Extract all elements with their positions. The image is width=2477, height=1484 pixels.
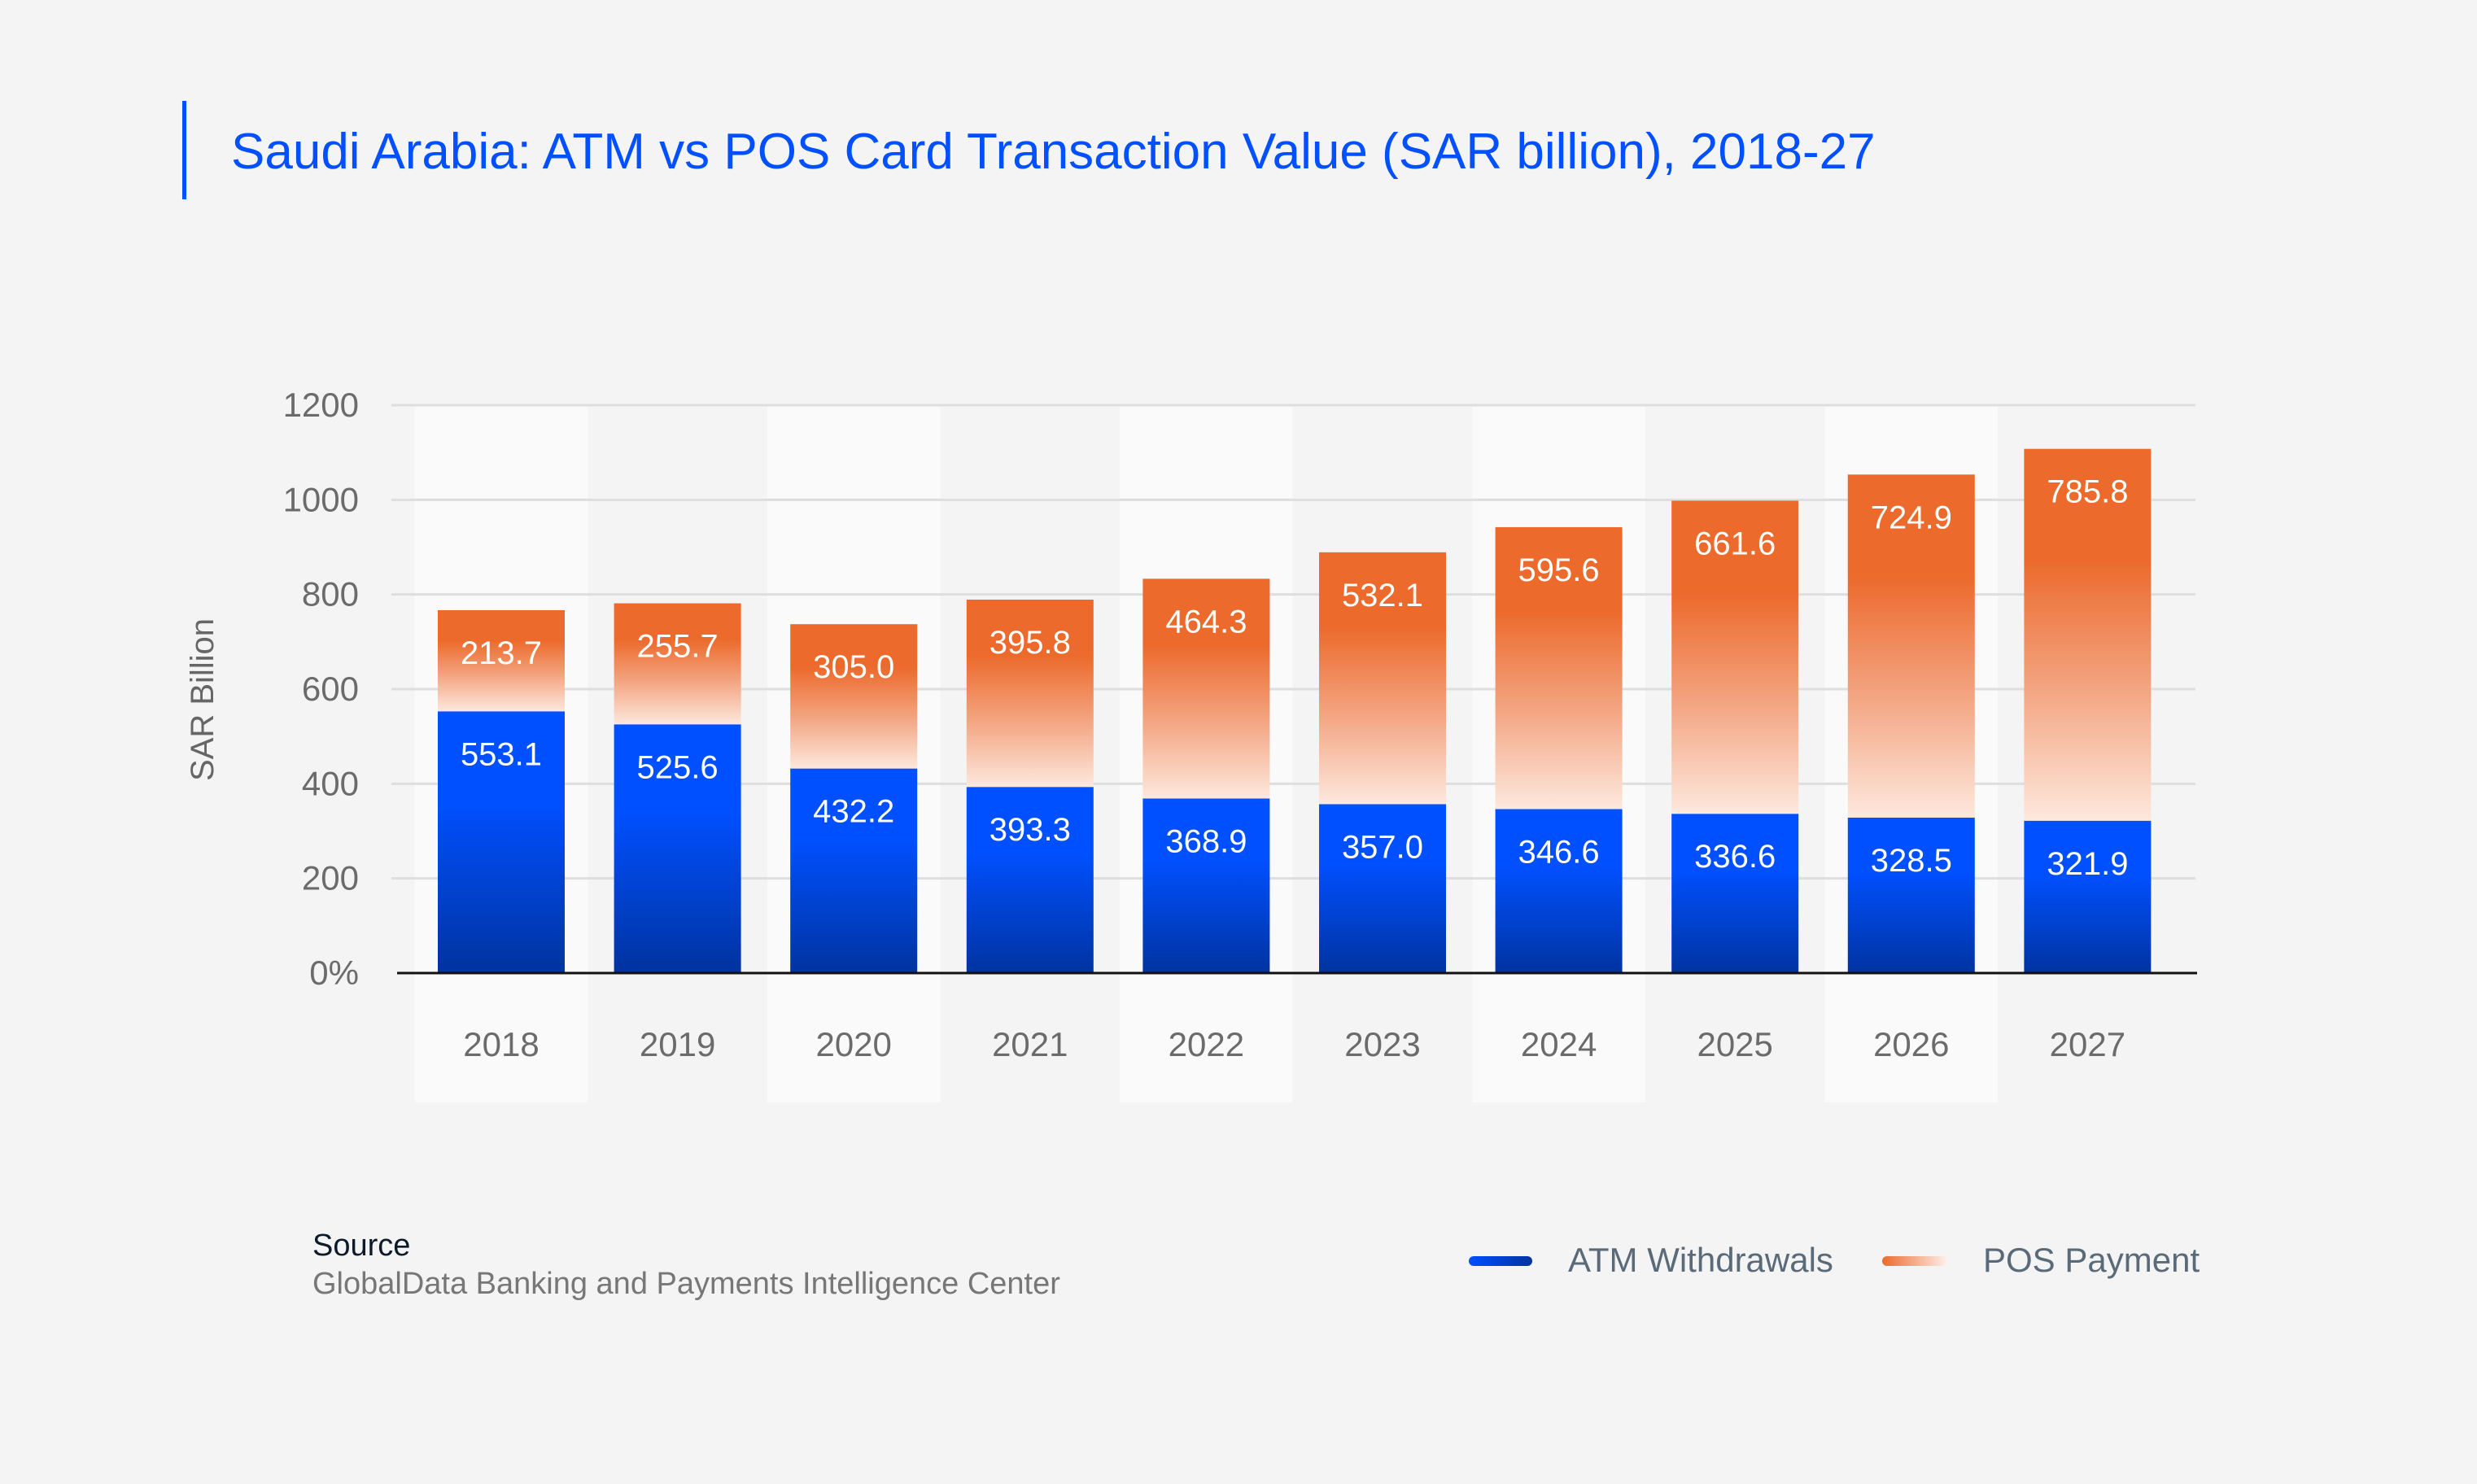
legend-swatch-atm — [1469, 1256, 1532, 1266]
source-heading: Source — [312, 1229, 410, 1263]
data-label-pos: 395.8 — [989, 625, 1071, 661]
bar-pos-payment — [2024, 448, 2152, 821]
bar-atm-withdrawals — [438, 711, 565, 973]
bar-pos-payment — [1142, 578, 1270, 799]
x-tick-label: 2027 — [2050, 1025, 2125, 1063]
y-tick-label: 0% — [309, 954, 359, 992]
bar-pos-payment — [1319, 552, 1446, 805]
legend-label-pos: POS Payment — [1983, 1241, 2200, 1279]
bar-atm-withdrawals — [1142, 798, 1270, 973]
x-axis-ticks: 2018 2019 2020 2021 2022 2023 2024 2025 2026 2027 — [463, 1025, 2125, 1063]
bar-atm-withdrawals — [1495, 809, 1623, 973]
bar-atm-withdrawals — [2024, 820, 2152, 973]
y-tick-label: 200 — [302, 859, 359, 897]
title-accent-bar — [182, 101, 186, 199]
data-label-atm: 553.1 — [461, 736, 542, 772]
y-tick-label: 800 — [302, 575, 359, 613]
data-label-atm: 368.9 — [1165, 823, 1247, 859]
x-tick-label: 2021 — [992, 1025, 1068, 1063]
bar-pos-payment — [614, 603, 741, 725]
data-label-pos: 213.7 — [461, 635, 542, 671]
y-tick-label: 1000 — [283, 480, 359, 518]
bar-pos-payment — [1495, 526, 1623, 810]
data-label-pos: 305.0 — [813, 649, 894, 685]
x-tick-label: 2023 — [1344, 1025, 1420, 1063]
data-label-atm: 328.5 — [1871, 843, 1952, 879]
bar-atm-withdrawals — [1319, 804, 1446, 973]
data-label-pos: 532.1 — [1342, 578, 1423, 613]
data-label-pos: 464.3 — [1165, 604, 1247, 639]
legend: ATM Withdrawals POS Payment — [1469, 1241, 2200, 1279]
data-label-pos: 785.8 — [2047, 474, 2128, 510]
bar-atm-withdrawals — [614, 724, 741, 973]
data-label-atm: 393.3 — [989, 812, 1071, 848]
x-tick-label: 2020 — [815, 1025, 891, 1063]
x-tick-label: 2019 — [640, 1025, 715, 1063]
data-label-atm: 525.6 — [637, 749, 719, 785]
legend-swatch-pos — [1882, 1256, 1947, 1266]
data-label-atm: 432.2 — [813, 794, 894, 830]
data-label-pos: 595.6 — [1518, 552, 1600, 588]
chart-title: Saudi Arabia: ATM vs POS Card Transactio… — [231, 124, 1876, 180]
legend-label-atm: ATM Withdrawals — [1568, 1241, 1833, 1279]
bar-pos-payment — [790, 624, 918, 769]
data-label-atm: 357.0 — [1342, 829, 1423, 865]
y-axis-label: SAR Billion — [185, 618, 221, 781]
bar-atm-withdrawals — [1671, 814, 1799, 973]
y-axis-ticks: 0% 200 400 600 800 1000 1200 — [283, 386, 359, 992]
data-label-atm: 321.9 — [2047, 846, 2128, 882]
data-label-pos: 724.9 — [1871, 500, 1952, 535]
bar-atm-withdrawals — [1847, 817, 1975, 973]
y-tick-label: 400 — [302, 764, 359, 802]
bar-atm-withdrawals — [966, 787, 1094, 973]
y-tick-label: 600 — [302, 670, 359, 708]
x-tick-label: 2026 — [1873, 1025, 1949, 1063]
data-label-atm: 336.6 — [1694, 839, 1776, 875]
data-label-pos: 661.6 — [1694, 526, 1776, 561]
x-tick-label: 2022 — [1169, 1025, 1244, 1063]
x-tick-label: 2018 — [463, 1025, 539, 1063]
bars: 553.1 213.7 525.6 255.7 432.2 305.0 393.3 395.8… — [438, 448, 2152, 973]
data-label-atm: 346.6 — [1518, 834, 1600, 870]
x-tick-label: 2025 — [1697, 1025, 1772, 1063]
bar-pos-payment — [1671, 500, 1799, 814]
source-text: GlobalData Banking and Payments Intellig… — [312, 1267, 1060, 1301]
x-tick-label: 2024 — [1521, 1025, 1597, 1063]
y-tick-label: 1200 — [283, 386, 359, 424]
bar-pos-payment — [966, 600, 1094, 788]
bar-pos-payment — [438, 609, 565, 712]
data-label-pos: 255.7 — [637, 629, 719, 665]
bar-pos-payment — [1847, 474, 1975, 818]
bar-atm-withdrawals — [790, 768, 918, 973]
